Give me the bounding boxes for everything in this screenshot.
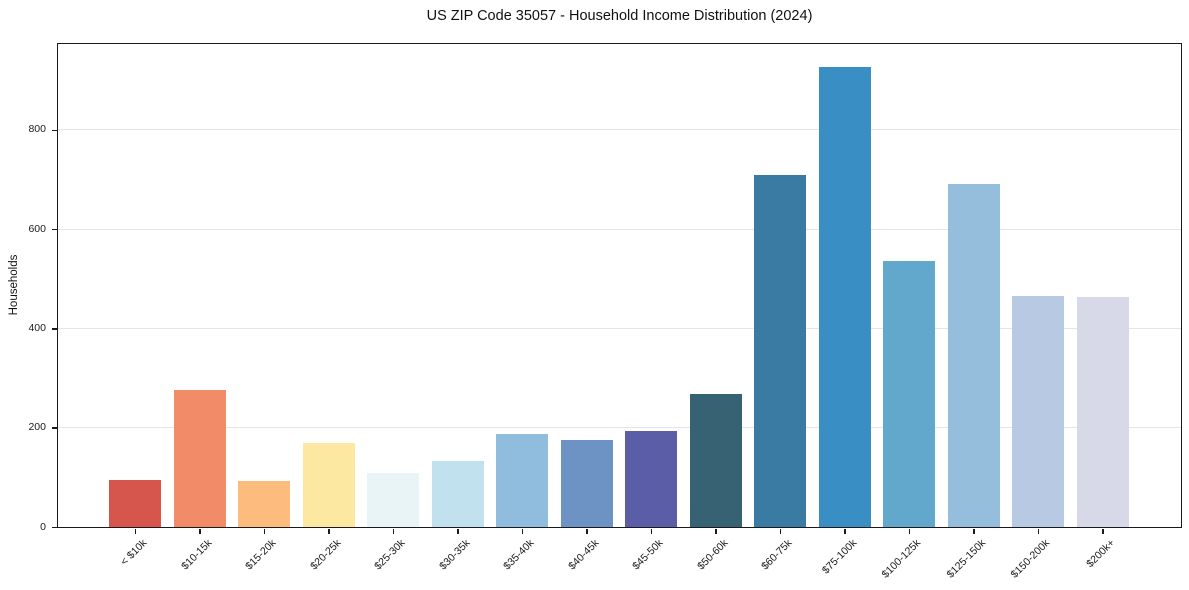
y-tick-label: 200 — [28, 421, 46, 434]
x-tick-label: $200k+ — [1083, 537, 1117, 571]
y-tick-mark — [52, 526, 57, 529]
bar-10k — [109, 480, 161, 527]
x-tick-mark — [586, 529, 588, 534]
y-tick-mark — [52, 228, 57, 231]
bar-45-50k — [625, 430, 677, 527]
bar-10-15k — [173, 389, 226, 527]
x-tick-mark — [1037, 529, 1040, 534]
x-tick-label: $15-20k — [243, 537, 279, 573]
x-tick-label: $125-150k — [944, 537, 988, 581]
x-tick-mark — [392, 529, 395, 534]
x-tick-mark — [715, 529, 717, 534]
x-tick-mark — [1102, 529, 1104, 534]
x-tick-label: $100-125k — [879, 537, 924, 581]
bar-15-20k — [238, 480, 290, 527]
y-axis-label: Households — [8, 254, 20, 316]
x-tick-label: < $10k — [118, 537, 150, 568]
bar-60-75k — [754, 174, 806, 527]
gridline — [58, 327, 1181, 329]
y-tick-label: 600 — [28, 222, 46, 235]
x-tick-label: $75-100k — [819, 537, 859, 577]
bar-35-40k — [496, 433, 548, 527]
bar-100-125k — [883, 261, 935, 527]
bar-50-60k — [689, 393, 742, 527]
x-tick-label: $45-50k — [630, 537, 666, 573]
x-tick-mark — [650, 529, 653, 534]
x-axis-labels: < $10k $10-15k $15-20k $20-25k $25-30k $30-35… — [58, 535, 1181, 590]
bar-200k — [1076, 296, 1129, 527]
x-tick-mark — [134, 529, 137, 534]
bar-25-30k — [367, 473, 419, 527]
chart-title: US ZIP Code 35057 - Household Income Dis… — [426, 8, 813, 24]
x-tick-mark — [263, 529, 266, 534]
plot-area — [57, 43, 1182, 528]
bar-40-45k — [560, 439, 613, 527]
gridline — [58, 228, 1181, 230]
x-tick-label: $20-25k — [307, 537, 343, 573]
x-tick-label: $50-60k — [694, 537, 730, 573]
x-tick-mark — [328, 529, 330, 534]
x-tick-label: $60-75k — [759, 537, 795, 573]
x-tick-label: $40-45k — [565, 537, 601, 573]
y-tick-mark — [52, 427, 57, 429]
x-tick-label: $10-15k — [178, 537, 214, 573]
gridline — [58, 129, 1181, 131]
bar-125-150k — [947, 183, 1000, 527]
gridline — [58, 427, 1181, 429]
y-tick-mark — [52, 129, 57, 132]
y-tick-label: 800 — [28, 123, 46, 136]
x-tick-mark — [779, 529, 782, 534]
bar-30-35k — [431, 460, 484, 527]
x-tick-label: $35-40k — [501, 537, 537, 573]
x-tick-label: $150-200k — [1008, 537, 1053, 581]
x-tick-label: $25-30k — [372, 537, 408, 573]
y-tick-label: 400 — [28, 321, 46, 334]
x-tick-mark — [457, 529, 459, 534]
y-tick-label: 0 — [40, 520, 46, 533]
x-tick-mark — [844, 529, 846, 534]
x-tick-mark — [199, 529, 201, 534]
x-tick-mark — [908, 529, 911, 534]
y-tick-mark — [52, 328, 57, 330]
x-tick-mark — [973, 529, 975, 534]
bar-150-200k — [1012, 295, 1064, 527]
x-tick-mark — [521, 529, 524, 534]
bar-20-25k — [302, 443, 355, 527]
x-tick-label: $30-35k — [436, 537, 472, 573]
bar-75-100k — [818, 66, 871, 527]
